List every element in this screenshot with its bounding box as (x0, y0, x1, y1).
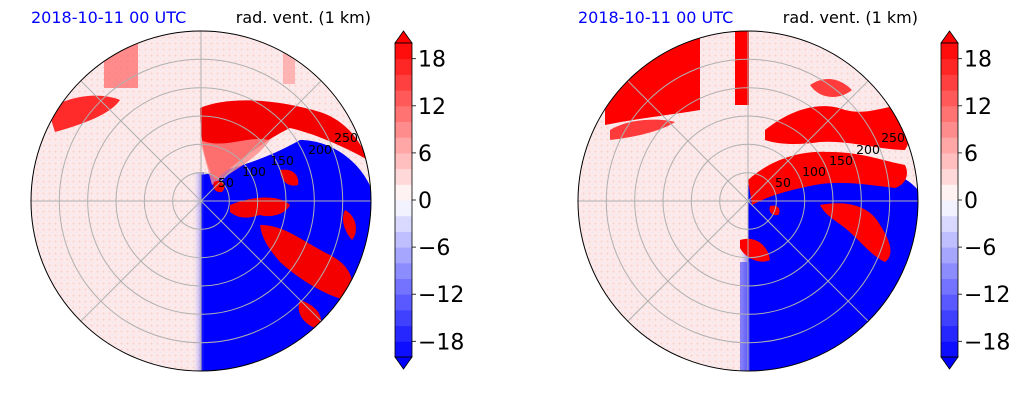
colorbar-tick-label: 12 (964, 95, 992, 120)
colorbar-tick-label: 0 (418, 189, 432, 214)
colorbar-segment (395, 247, 412, 264)
colorbar-tick-label: −18 (964, 330, 1010, 355)
variable-title-left: rad. vent. (1 km) (236, 8, 371, 27)
colorbar-segment (395, 262, 412, 279)
colorbar-right: 18 12 6 0 −6 −12 −18 (940, 30, 1010, 370)
ring-label-150: 150 (829, 153, 853, 168)
colorbar-segment (941, 121, 958, 138)
colorbar-segment (395, 231, 412, 248)
ring-labels-left: 50 100 150 200 250 (218, 130, 358, 190)
colorbar-segment (941, 294, 958, 311)
colorbar-segment (941, 341, 958, 358)
ring-label-250: 250 (334, 130, 358, 145)
colorbar-segment (395, 215, 412, 232)
ring-label-250: 250 (881, 130, 905, 145)
colorbar-tick-label: −12 (964, 283, 1010, 308)
colorbar-segment (941, 58, 958, 75)
colorbar-segment (941, 168, 958, 185)
azimuth-spokes-left (31, 31, 371, 371)
ring-label-50: 50 (218, 175, 234, 190)
colorbar-extend-max (940, 30, 959, 44)
colorbar-segment (941, 200, 958, 217)
colorbar-segment (941, 74, 958, 91)
colorbar-tick-label: 18 (418, 48, 446, 73)
colorbar-segment (395, 43, 412, 60)
colorbar-segment (941, 90, 958, 107)
colorbar-segment (395, 137, 412, 154)
ring-label-200: 200 (308, 142, 332, 157)
ring-label-150: 150 (270, 153, 294, 168)
colorbar-tick-label: 6 (964, 142, 978, 167)
colorbar-tick-label: 6 (418, 142, 432, 167)
azimuth-spokes-right (578, 31, 918, 371)
ring-label-50: 50 (775, 175, 791, 190)
colorbar-segment (941, 247, 958, 264)
radar-boundary-right (577, 30, 919, 372)
colorbar-left: 18 12 6 0 −6 −12 −18 (394, 30, 464, 370)
colorbar-tick-label: 0 (964, 189, 978, 214)
colorbar-segment (395, 325, 412, 342)
colorbar-tick-label: −6 (418, 236, 450, 261)
colorbar-segment (395, 121, 412, 138)
colorbar-segment (941, 105, 958, 122)
colorbar-segment (941, 152, 958, 170)
colorbar-extend-min (940, 356, 959, 370)
colorbar-segment (395, 152, 412, 170)
colorbar-segment (941, 325, 958, 342)
colorbar-segment (395, 58, 412, 75)
time-title-left: 2018-10-11 00 UTC (31, 8, 186, 27)
colorbar-extend-min (394, 356, 413, 370)
colorbar-extend-max (394, 30, 413, 44)
colorbar-segment (941, 215, 958, 232)
colorbar-tick-label: −18 (418, 330, 464, 355)
colorbar-segment (395, 90, 412, 107)
radar-panel-left: 50 100 150 200 250 2018-10-11 00 UTC rad… (30, 8, 372, 372)
colorbar-segment (941, 262, 958, 279)
colorbar-tick-label: −6 (964, 236, 996, 261)
colorbar-segment (941, 137, 958, 154)
colorbar-segment (941, 43, 958, 60)
colorbar-segment (941, 309, 958, 327)
colorbar-segment (395, 341, 412, 358)
ring-labels-right: 50 100 150 200 250 (775, 130, 905, 190)
ring-label-200: 200 (856, 142, 880, 157)
colorbar-segment (395, 294, 412, 311)
colorbar-segment (395, 168, 412, 185)
colorbar-segment (941, 231, 958, 248)
colorbar-segment (941, 184, 958, 201)
radar-boundary-left (30, 30, 372, 372)
colorbar-segment (395, 200, 412, 217)
colorbar-segment (395, 278, 412, 295)
colorbar-segment (395, 105, 412, 122)
variable-title-right: rad. vent. (1 km) (783, 8, 918, 27)
colorbar-segment (395, 184, 412, 201)
colorbar-segment (395, 74, 412, 91)
colorbar-tick-label: 12 (418, 95, 446, 120)
ring-label-100: 100 (242, 164, 266, 179)
colorbar-segment (395, 309, 412, 327)
colorbar-tick-label: 18 (964, 48, 992, 73)
time-title-right: 2018-10-11 00 UTC (578, 8, 733, 27)
colorbar-segment (941, 278, 958, 295)
colorbar-tick-label: −12 (418, 283, 464, 308)
ring-label-100: 100 (802, 164, 826, 179)
radar-panel-right: 50 100 150 200 250 2018-10-11 00 UTC rad… (577, 8, 919, 372)
